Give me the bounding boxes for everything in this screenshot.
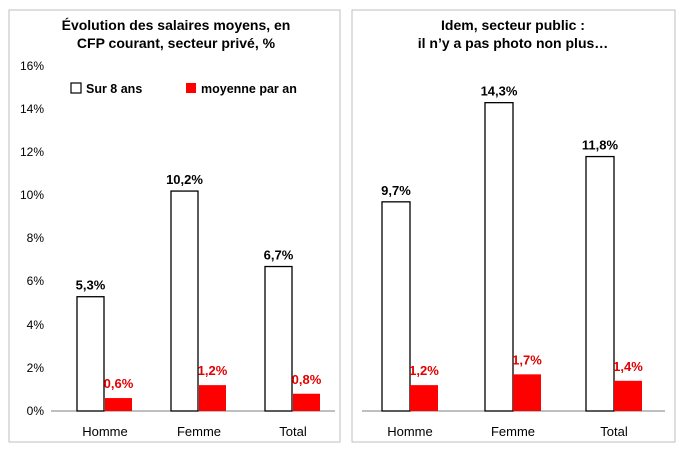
data-label-per-year: 1,2% [409, 363, 439, 378]
data-label-8-years: 9,7% [381, 183, 411, 198]
bar-8-years-homme [381, 201, 411, 412]
bar-8-years-total [264, 265, 293, 412]
data-label-per-year: 1,7% [512, 352, 542, 367]
bar-per-year-homme [105, 398, 132, 411]
legend-label-per-year: moyenne par an [201, 82, 297, 96]
data-label-per-year: 0,6% [104, 376, 134, 391]
category-label: Homme [82, 424, 128, 439]
y-tick-label: 4% [27, 318, 45, 332]
data-label-8-years: 11,8% [582, 138, 619, 153]
bar-per-year-femme [199, 385, 226, 411]
category-label: Homme [387, 424, 433, 439]
category-label: Femme [491, 424, 535, 439]
bar-per-year-total [614, 380, 642, 411]
y-tick-label: 8% [27, 231, 45, 245]
public-title-line-1: Idem, secteur public : [441, 17, 585, 33]
data-label-per-year: 1,4% [613, 359, 643, 374]
y-tick-label: 2% [27, 361, 45, 375]
data-label-8-years: 6,7% [264, 248, 294, 263]
y-tick-label: 12% [20, 145, 44, 159]
private-title-line-1: Évolution des salaires moyens, en [62, 17, 291, 33]
bar-8-years-total [585, 155, 615, 412]
data-label-per-year: 0,8% [292, 372, 322, 387]
bar-per-year-homme [410, 385, 438, 411]
legend-swatch-8-years [70, 82, 82, 94]
y-tick-label: 6% [27, 274, 45, 288]
y-axis-ticks: 0% 2% 4% 6% 8% 10% 12% 14% 16% [20, 59, 44, 418]
y-tick-label: 14% [20, 102, 44, 116]
y-tick-label: 0% [27, 404, 45, 418]
category-label: Total [279, 424, 307, 439]
legend: Sur 8 ans moyenne par an [70, 82, 297, 96]
private-sector-panel: Évolution des salaires moyens, en CFP co… [8, 9, 341, 443]
y-tick-label: 16% [20, 59, 44, 73]
public-sector-panel: Idem, secteur public : il n’y a pas phot… [351, 9, 676, 443]
category-label: Femme [177, 424, 221, 439]
bar-per-year-femme [513, 374, 541, 411]
bar-8-years-homme [76, 296, 105, 412]
category-label: Total [600, 424, 628, 439]
private-bars: 5,3% 0,6% Homme 10,2% 1,2% Femme 6,7% 0,8% Total [76, 172, 322, 439]
public-bars: 9,7% 1,2% Homme 14,3% 1,7% Femme 11,8% 1,4% Tota… [381, 84, 643, 439]
data-label-8-years: 14,3% [481, 84, 518, 99]
y-tick-label: 10% [20, 188, 44, 202]
legend-swatch-per-year [186, 83, 196, 93]
bar-per-year-total [293, 393, 320, 411]
bar-8-years-femme [484, 102, 514, 412]
public-title-line-2: il n’y a pas photo non plus… [418, 35, 609, 51]
private-title-line-2: CFP courant, secteur privé, % [77, 35, 276, 51]
data-label-8-years: 10,2% [166, 172, 203, 187]
data-label-8-years: 5,3% [76, 278, 106, 293]
bar-8-years-femme [170, 190, 199, 412]
data-label-per-year: 1,2% [198, 363, 228, 378]
legend-label-8-years: Sur 8 ans [86, 82, 142, 96]
